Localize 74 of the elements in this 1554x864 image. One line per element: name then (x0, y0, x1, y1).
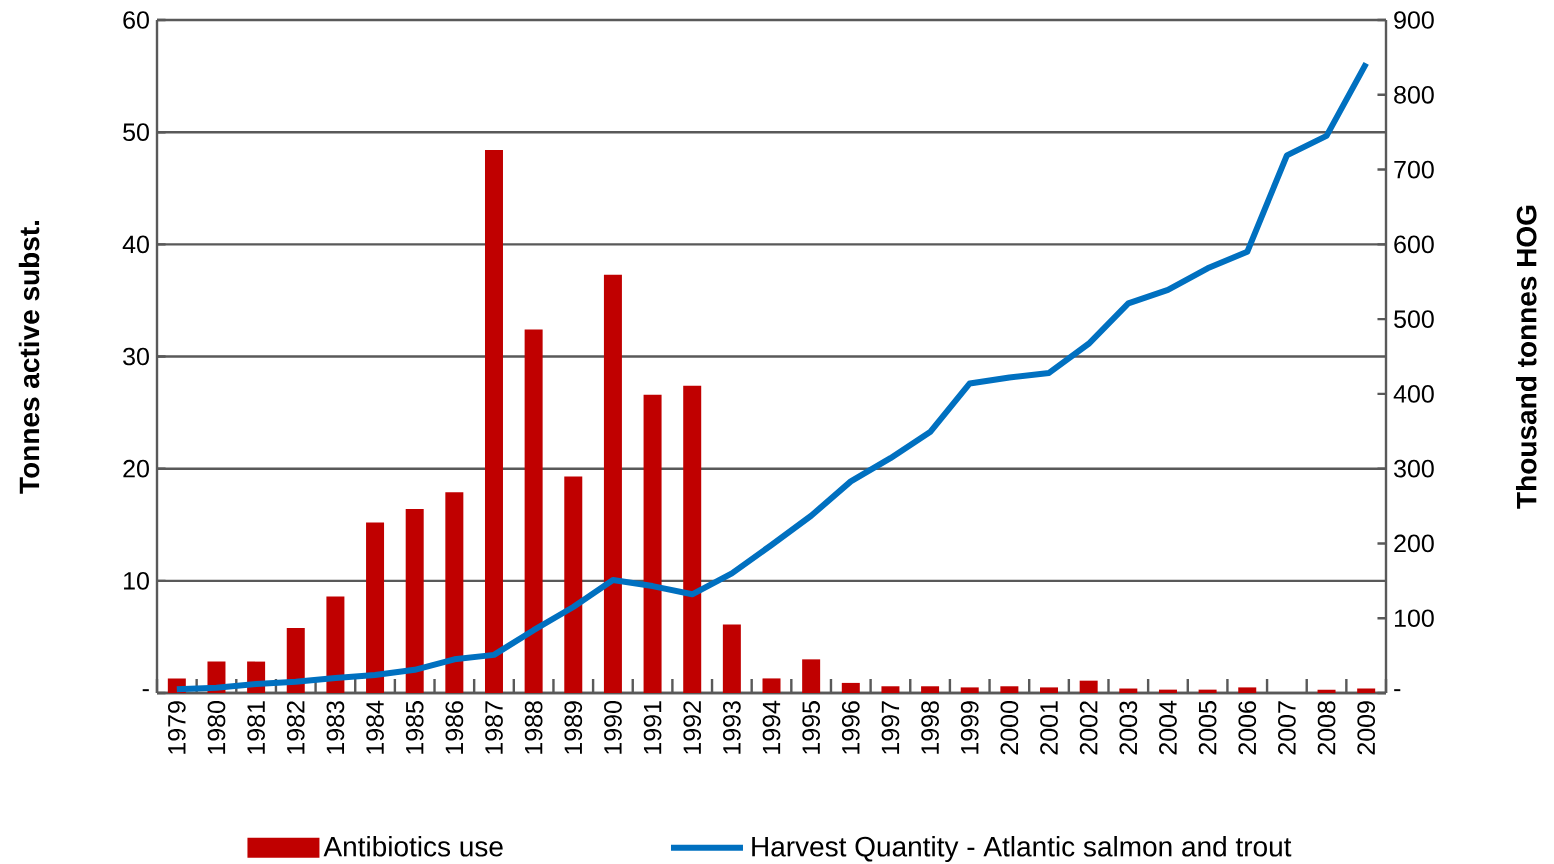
y-tick-label: 40 (122, 235, 149, 254)
x-tick-label: 2005 (1198, 701, 1217, 755)
bar (484, 150, 503, 693)
x-tick-label: 1997 (881, 701, 900, 754)
bar (960, 687, 979, 693)
y2-tick-label: 500 (1394, 310, 1434, 328)
legend-label: Harvest Quantity - Atlantic salmon and trout (752, 835, 1292, 863)
x-tick-label: 2003 (1119, 701, 1138, 755)
x-tick-label: 1987 (485, 701, 503, 754)
y-tick-label: 60 (123, 11, 149, 29)
bar (722, 624, 741, 693)
x-tick-label: 1991 (643, 701, 662, 754)
x-tick-label: 1984 (366, 700, 384, 754)
bar (643, 394, 662, 693)
x-tick-label: 1985 (405, 701, 424, 754)
bar (524, 329, 543, 693)
bar (921, 686, 940, 693)
bar (802, 659, 821, 693)
x-tick-label: 2004 (1159, 700, 1177, 755)
x-tick-label: 2002 (1079, 701, 1098, 755)
bar (841, 682, 860, 693)
x-tick-label: 1995 (802, 701, 821, 754)
legend-label: Antibiotics use (323, 835, 503, 857)
x-tick-label: 1981 (247, 701, 265, 754)
x-tick-label: 1989 (564, 701, 583, 754)
bar (286, 627, 305, 693)
x-tick-label: 1996 (841, 701, 860, 754)
x-tick-label: 1980 (207, 701, 226, 754)
y2-tick-label: 400 (1393, 385, 1434, 403)
bar (683, 385, 702, 693)
y2-tick-label: 100 (1394, 609, 1434, 628)
y-tick-label: 20 (123, 459, 149, 478)
bar (762, 678, 781, 693)
bar (1040, 687, 1059, 693)
bar (564, 476, 583, 693)
x-tick-label: 2001 (1040, 701, 1058, 755)
x-tick-label: 1986 (445, 701, 464, 754)
bar (881, 686, 900, 693)
y-tick-label: - (142, 689, 149, 692)
bar (1079, 680, 1098, 693)
x-tick-label: 1982 (286, 701, 305, 754)
y2-tick-label: 300 (1394, 459, 1434, 478)
bar (603, 274, 622, 693)
x-tick-label: 2009 (1357, 701, 1376, 755)
x-tick-label: 2000 (1000, 701, 1019, 755)
y2-tick-label: 200 (1394, 534, 1434, 553)
y-tick-label: 30 (123, 347, 149, 366)
x-tick-label: 1993 (723, 701, 741, 754)
bar (1238, 687, 1257, 693)
bar (1000, 686, 1019, 693)
bar (405, 509, 424, 693)
bar (445, 492, 464, 693)
y2-tick-label: 600 (1394, 235, 1434, 254)
x-tick-label: 1990 (604, 701, 622, 754)
bar (326, 596, 345, 693)
x-tick-label: 1998 (921, 701, 939, 754)
y-axis-title: Tonnes active subst. (18, 221, 40, 494)
y2-tick-label: 700 (1394, 160, 1434, 179)
x-tick-label: 2006 (1238, 701, 1257, 755)
x-tick-label: 1999 (960, 701, 979, 754)
x-tick-label: 1979 (167, 701, 186, 754)
y2-tick-label: - (1394, 689, 1401, 692)
x-tick-label: 1988 (524, 701, 543, 754)
x-tick-label: 1983 (326, 701, 345, 754)
y2-tick-label: 900 (1394, 11, 1434, 29)
y2-axis-title: Thousand tonnes HOG (1515, 205, 1537, 509)
x-tick-label: 1994 (762, 700, 781, 754)
x-tick-label: 2007 (1278, 701, 1296, 755)
y2-tick-label: 800 (1394, 85, 1434, 104)
bar (366, 522, 385, 693)
x-tick-label: 1992 (683, 701, 702, 754)
y-tick-label: 10 (124, 572, 149, 590)
y-tick-label: 50 (123, 123, 149, 142)
x-tick-label: 2008 (1317, 701, 1336, 755)
